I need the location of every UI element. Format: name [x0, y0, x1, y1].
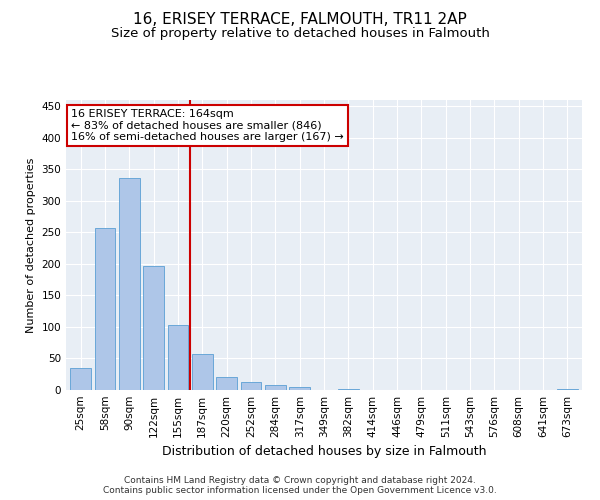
- Bar: [241, 382, 262, 390]
- Text: 16 ERISEY TERRACE: 164sqm
← 83% of detached houses are smaller (846)
16% of semi: 16 ERISEY TERRACE: 164sqm ← 83% of detac…: [71, 108, 344, 142]
- Bar: [70, 368, 91, 390]
- X-axis label: Distribution of detached houses by size in Falmouth: Distribution of detached houses by size …: [162, 446, 486, 458]
- Bar: [167, 325, 188, 390]
- Text: 16, ERISEY TERRACE, FALMOUTH, TR11 2AP: 16, ERISEY TERRACE, FALMOUTH, TR11 2AP: [133, 12, 467, 28]
- Bar: [289, 387, 310, 390]
- Bar: [143, 266, 164, 390]
- Bar: [192, 354, 212, 390]
- Y-axis label: Number of detached properties: Number of detached properties: [26, 158, 36, 332]
- Bar: [119, 178, 140, 390]
- Bar: [265, 385, 286, 390]
- Bar: [338, 388, 359, 390]
- Text: Contains HM Land Registry data © Crown copyright and database right 2024.
Contai: Contains HM Land Registry data © Crown c…: [103, 476, 497, 495]
- Bar: [557, 388, 578, 390]
- Bar: [216, 378, 237, 390]
- Text: Size of property relative to detached houses in Falmouth: Size of property relative to detached ho…: [110, 28, 490, 40]
- Bar: [95, 228, 115, 390]
